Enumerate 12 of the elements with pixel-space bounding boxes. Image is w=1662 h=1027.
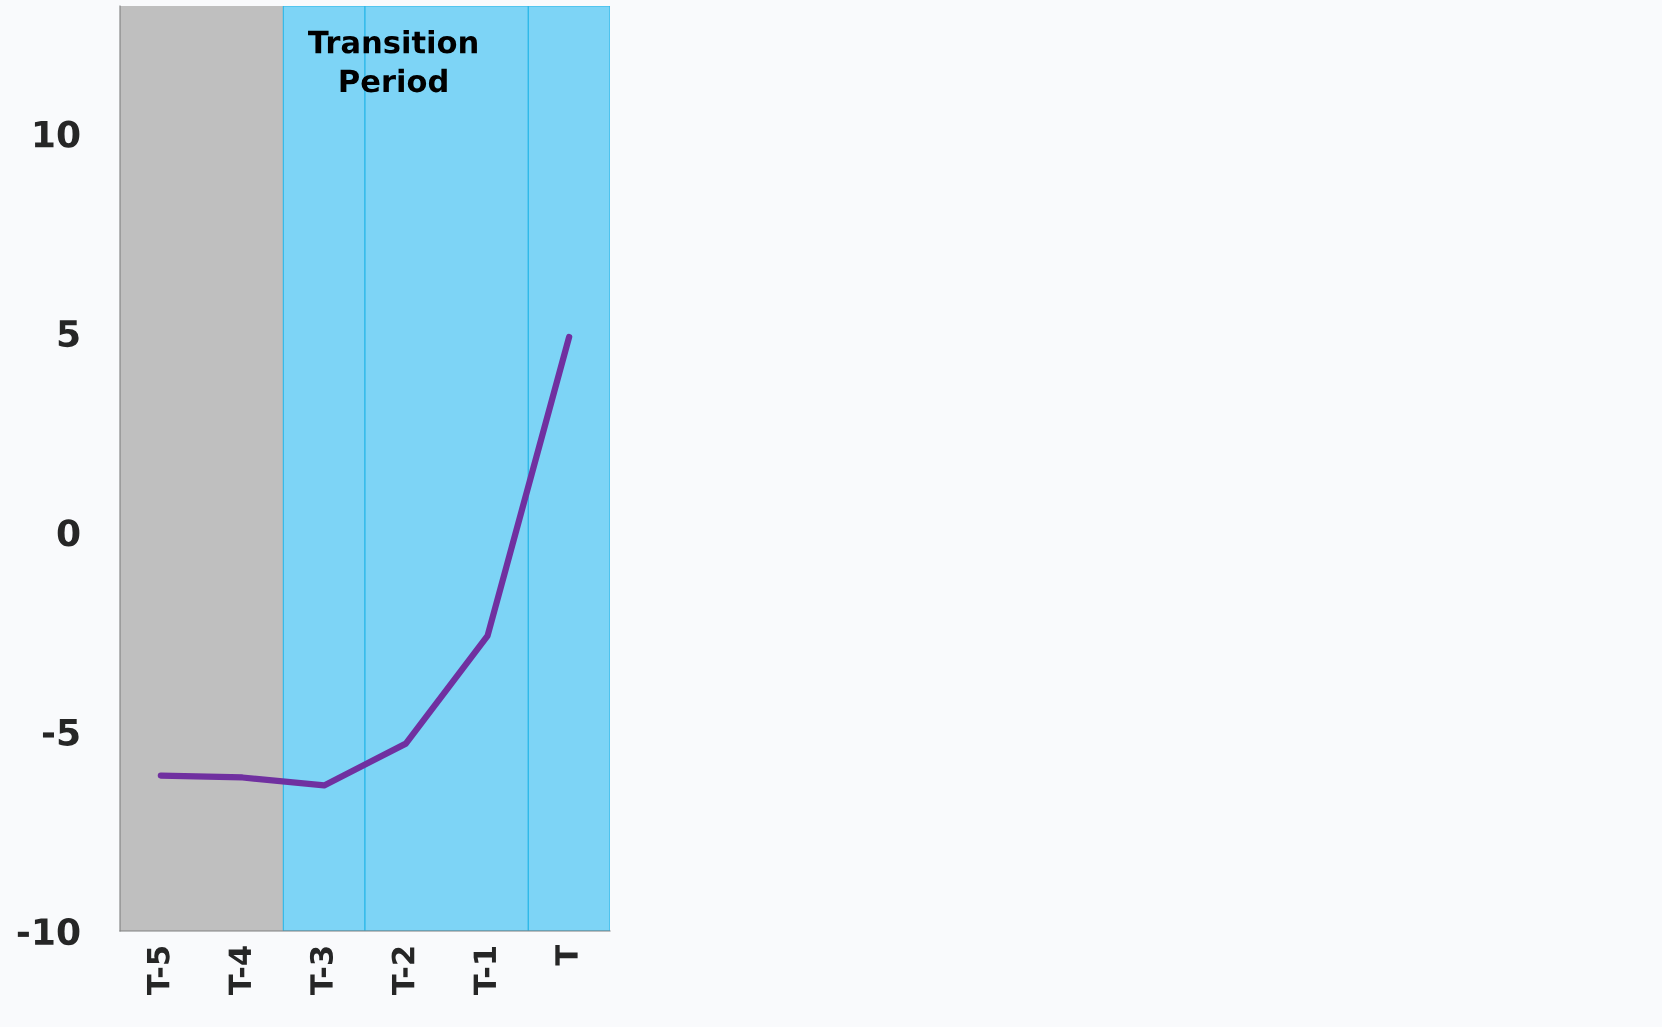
x-tick-label: T bbox=[555, 945, 578, 966]
y-tick-label: -10 bbox=[17, 917, 80, 946]
annotation: Transition Period bbox=[308, 29, 477, 93]
x-tick-label: T-3 bbox=[309, 947, 334, 996]
x-tick-label: T-1 bbox=[473, 946, 496, 996]
x-tick-label: T-2 bbox=[391, 947, 415, 996]
y-tick-label: -5 bbox=[42, 719, 79, 746]
y-tick-label: 10 bbox=[34, 120, 80, 148]
x-tick-label: T-4 bbox=[228, 946, 251, 996]
y-tick-label: 0 bbox=[57, 519, 80, 547]
y-tick-label: 5 bbox=[58, 320, 79, 348]
x-tick-label: T-5 bbox=[146, 947, 170, 996]
